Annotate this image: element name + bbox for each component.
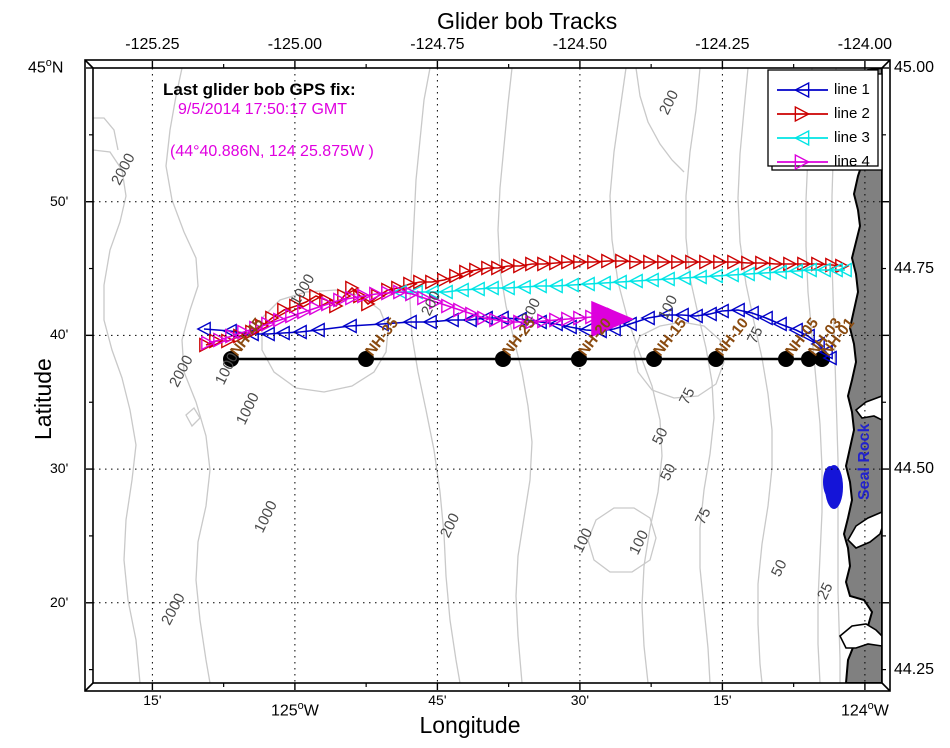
top-tick-2: -124.75: [410, 36, 465, 53]
bottom-tick-4: 15': [713, 692, 732, 708]
left-tick-1: 50': [50, 192, 69, 209]
axis-frame: [84, 59, 891, 692]
legend-label-3[interactable]: line 3: [834, 129, 870, 146]
top-tick-4: -124.25: [695, 36, 750, 53]
gps-fix-position: (44°40.886N, 124 25.875W ): [170, 143, 374, 160]
right-tick-1: 44.75: [894, 259, 935, 277]
legend-marker-1: [793, 81, 810, 99]
right-tick-3: 44.25: [894, 660, 935, 678]
legend-marker-4: [794, 153, 811, 171]
axis-grid-ticks: [86, 61, 889, 690]
x-axis-label: Longitude: [419, 712, 521, 738]
top-tick-3: -124.50: [552, 36, 608, 53]
track-line-1: [196, 302, 837, 366]
legend-label-1[interactable]: line 1: [834, 81, 870, 98]
bottom-tick-1: 125oW: [270, 700, 319, 720]
top-tick-5: -124.00: [837, 36, 893, 53]
left-tick-4: 20': [50, 593, 69, 610]
legend-label-2[interactable]: line 2: [834, 105, 870, 122]
nh-station-dots: [223, 351, 830, 367]
left-tick-2: 40': [50, 326, 69, 343]
right-tick-0: 45.00: [894, 59, 935, 76]
right-tick-2: 44.50: [894, 460, 935, 478]
y-axis-label: Latitude: [30, 358, 56, 440]
gps-fix-timestamp: 9/5/2014 17:50:17 GMT: [178, 101, 347, 118]
bathymetry-contours: [93, 68, 841, 683]
page-title: Glider bob Tracks: [437, 8, 618, 34]
bottom-tick-2: 45': [428, 692, 447, 708]
legend-marker-2: [794, 105, 811, 123]
legend-marker-3: [793, 129, 810, 147]
legend-box[interactable]: [767, 69, 883, 171]
bottom-tick-5: 124oW: [840, 700, 889, 720]
top-tick-0: -125.25: [125, 36, 180, 53]
bottom-tick-3: 30': [570, 692, 590, 708]
legend-label-4[interactable]: line 4: [834, 153, 870, 170]
left-tick-0: 45oN: [28, 57, 64, 77]
seal-rock-marker: [823, 465, 843, 509]
plot-background: [93, 68, 882, 683]
top-tick-1: -125.00: [267, 36, 323, 53]
seal-rock-label: Seal Rock: [856, 423, 873, 500]
gps-fix-heading: Last glider bob GPS fix:: [163, 80, 356, 99]
left-tick-3: 30': [50, 460, 69, 477]
bottom-tick-0: 15': [143, 692, 162, 708]
glider-tracks: [196, 253, 852, 366]
track-line-3: [392, 262, 852, 300]
